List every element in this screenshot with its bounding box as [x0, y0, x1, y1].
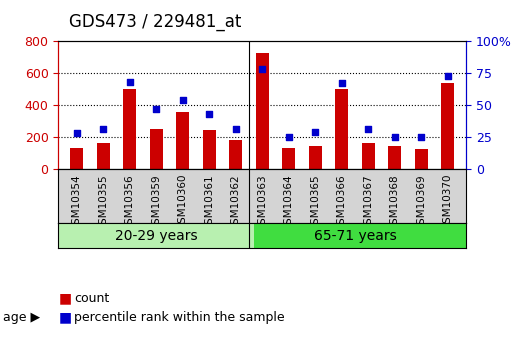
Bar	[441, 83, 455, 168]
Text: GSM10360: GSM10360	[178, 174, 188, 230]
Text: GSM10367: GSM10367	[364, 174, 373, 230]
Bar	[361, 143, 375, 168]
Point	[205, 111, 214, 117]
Point	[258, 67, 267, 72]
Bar	[96, 143, 110, 168]
Text: percentile rank within the sample: percentile rank within the sample	[74, 311, 285, 324]
Text: GSM10370: GSM10370	[443, 174, 453, 230]
Text: GSM10368: GSM10368	[390, 174, 400, 230]
Text: GSM10354: GSM10354	[72, 174, 82, 230]
Text: GSM10362: GSM10362	[231, 174, 241, 230]
Bar	[388, 146, 402, 168]
Bar	[335, 89, 349, 168]
Text: GSM10366: GSM10366	[337, 174, 347, 230]
Point	[99, 126, 108, 132]
Text: GSM10365: GSM10365	[311, 174, 320, 230]
Text: ■: ■	[58, 310, 72, 324]
Text: GDS473 / 229481_at: GDS473 / 229481_at	[69, 13, 241, 31]
Text: GSM10363: GSM10363	[258, 174, 267, 230]
Text: GSM10359: GSM10359	[152, 174, 161, 230]
Text: 65-71 years: 65-71 years	[314, 229, 396, 243]
Point	[152, 106, 161, 111]
Text: GSM10355: GSM10355	[99, 174, 108, 230]
Text: GSM10361: GSM10361	[205, 174, 214, 230]
Bar	[123, 89, 137, 168]
Point	[126, 79, 134, 85]
Point	[73, 130, 81, 136]
Bar	[176, 112, 190, 168]
FancyBboxPatch shape	[58, 223, 254, 248]
Point	[364, 126, 373, 132]
Bar	[282, 148, 296, 168]
Point	[179, 97, 187, 102]
Point	[285, 134, 293, 139]
Bar	[308, 146, 322, 168]
Text: GSM10369: GSM10369	[417, 174, 426, 230]
Bar	[229, 140, 243, 168]
Point	[444, 73, 452, 78]
Text: count: count	[74, 292, 110, 305]
Bar	[149, 129, 163, 168]
Text: GSM10356: GSM10356	[125, 174, 135, 230]
Bar	[255, 52, 269, 168]
Text: GSM10364: GSM10364	[284, 174, 294, 230]
Bar	[202, 130, 216, 168]
Text: ■: ■	[58, 291, 72, 305]
FancyBboxPatch shape	[254, 223, 477, 248]
Point	[311, 129, 320, 135]
Point	[338, 81, 346, 86]
Bar	[415, 149, 428, 168]
Point	[391, 134, 399, 139]
Text: 20-29 years: 20-29 years	[115, 229, 198, 243]
Point	[417, 134, 426, 139]
Bar	[70, 148, 84, 168]
Text: age ▶: age ▶	[3, 311, 40, 324]
Point	[232, 126, 240, 132]
